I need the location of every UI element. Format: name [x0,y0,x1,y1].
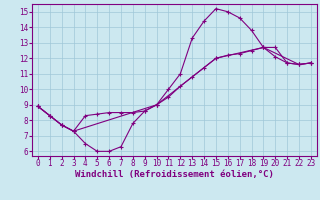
X-axis label: Windchill (Refroidissement éolien,°C): Windchill (Refroidissement éolien,°C) [75,170,274,179]
